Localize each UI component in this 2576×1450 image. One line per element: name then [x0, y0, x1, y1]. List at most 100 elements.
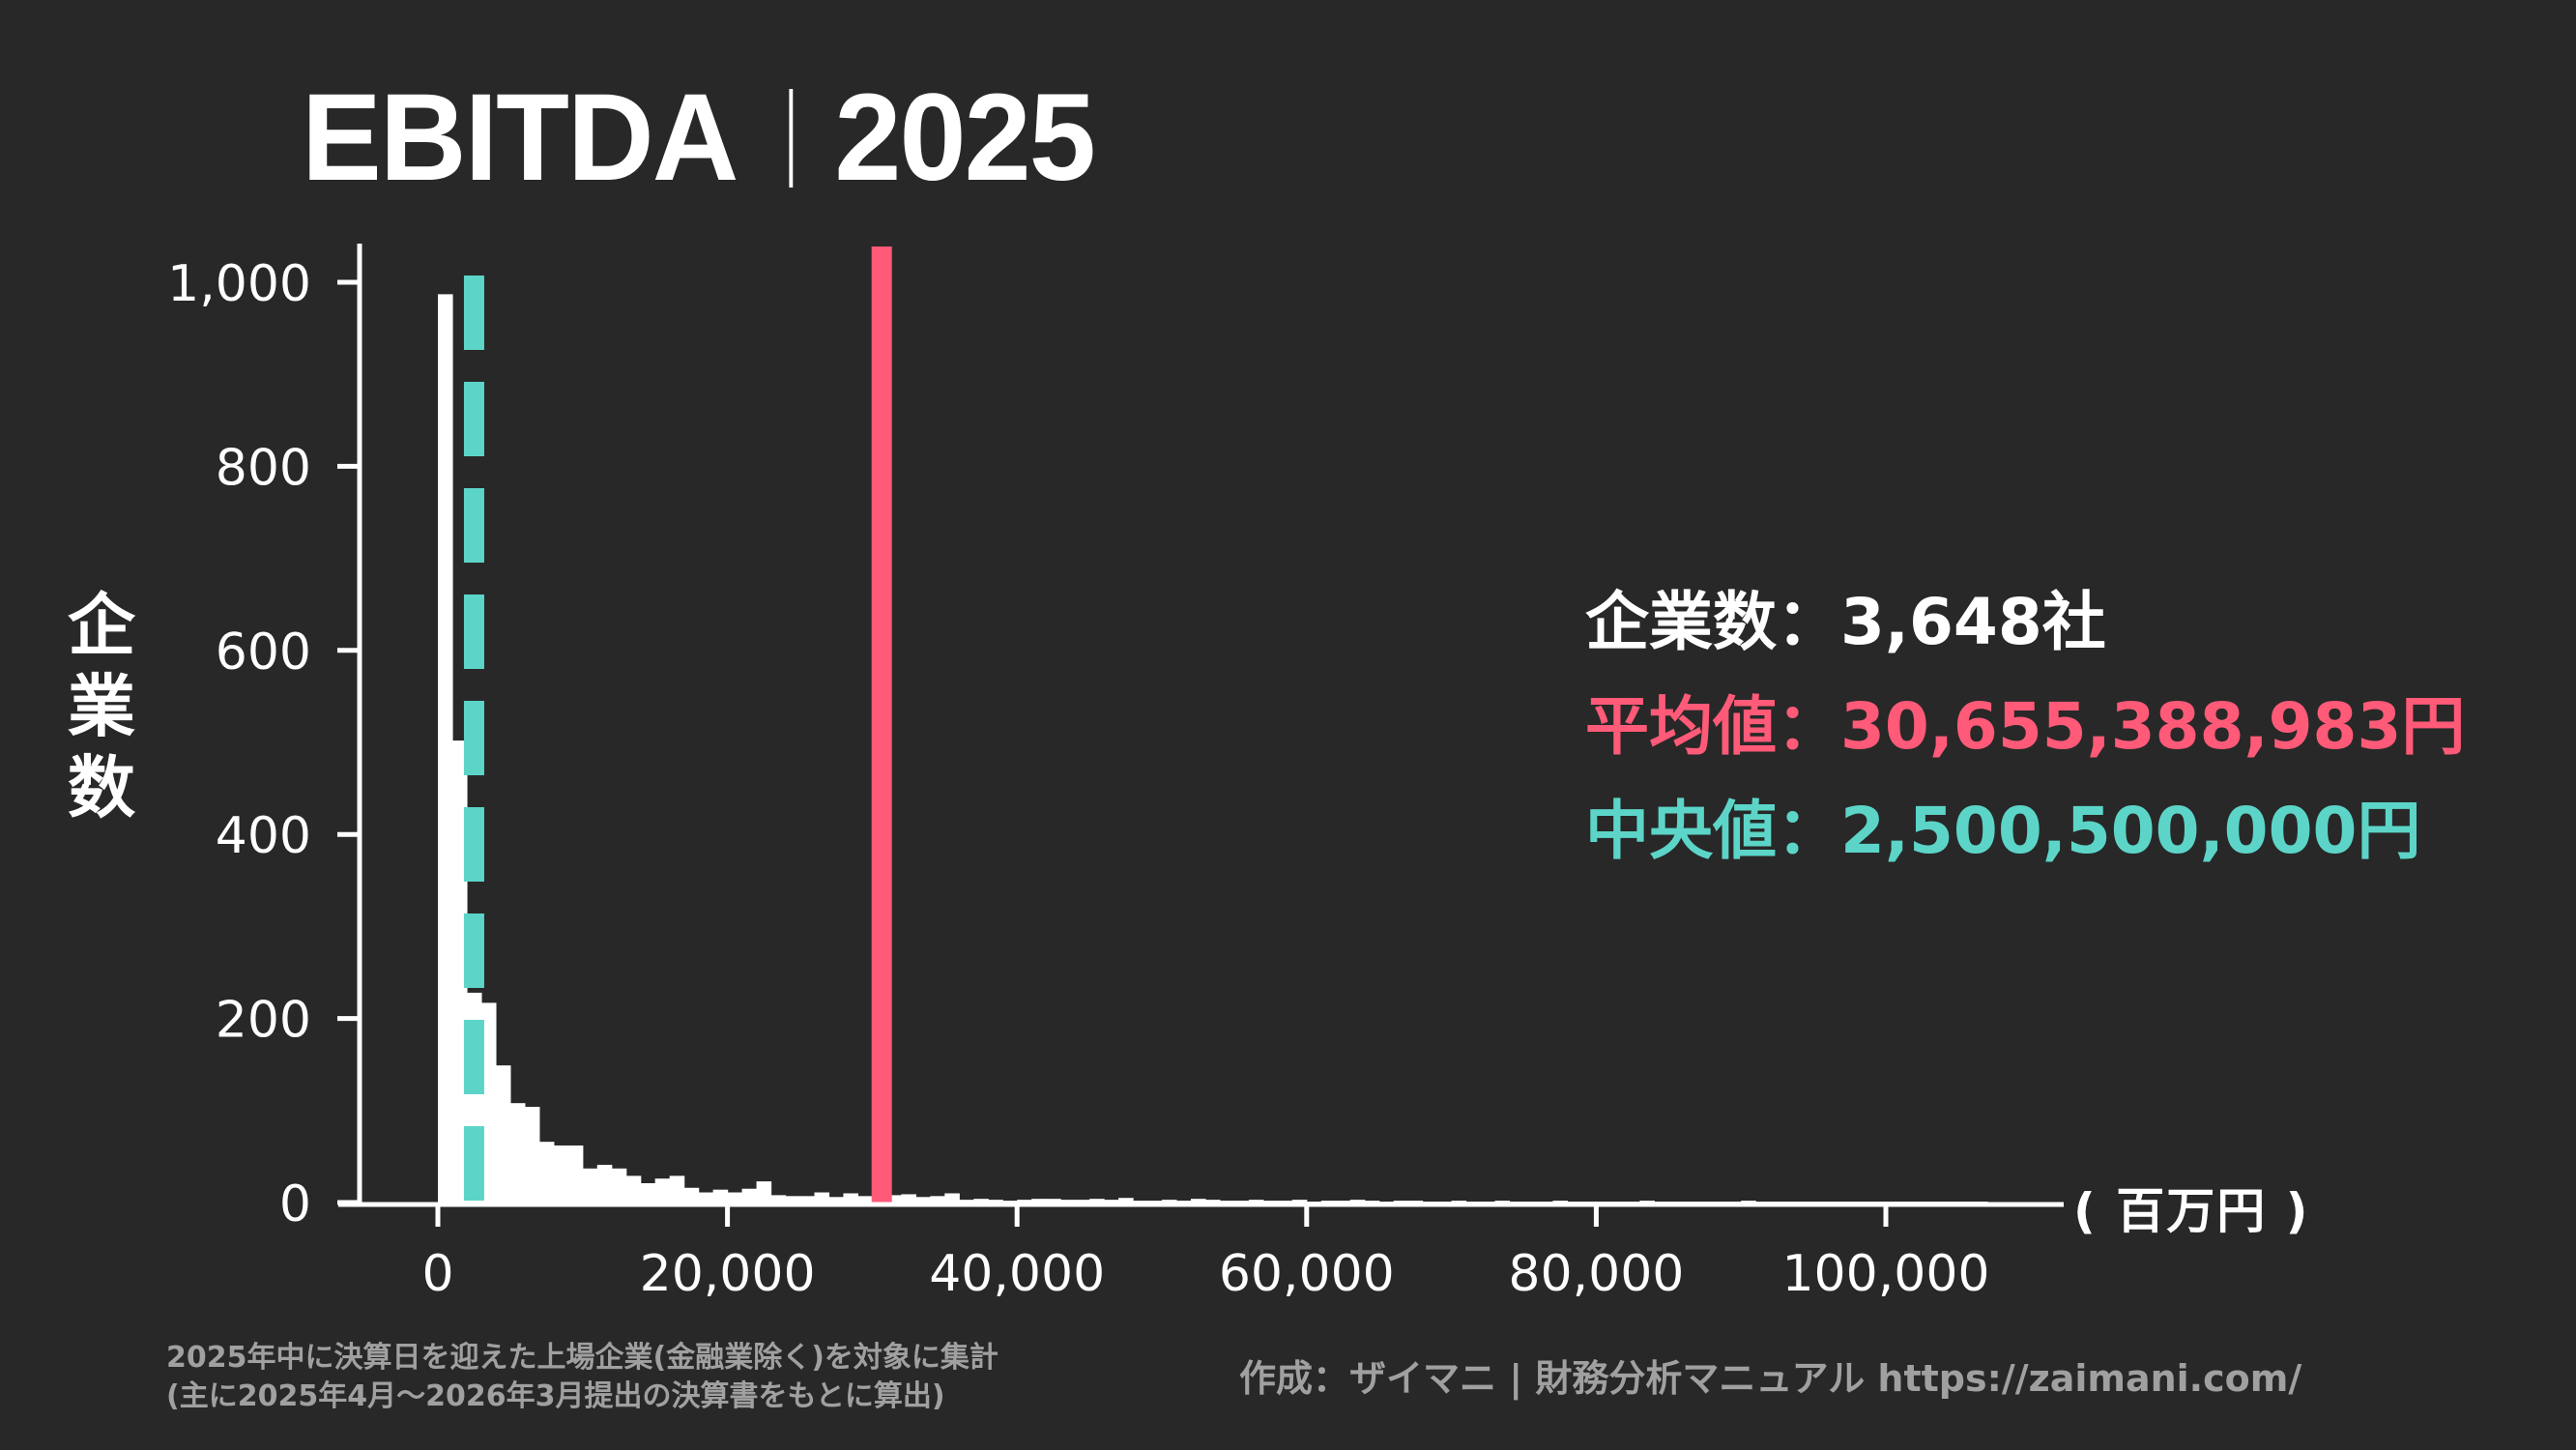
footnote: 2025年中に決算日を迎えた上場企業(金融業除く)を対象に集計 (主に2025年… — [166, 1339, 999, 1416]
footnote-line-2: (主に2025年4月～2026年3月提出の決算書をもとに算出) — [166, 1379, 945, 1413]
histogram-bar — [698, 1192, 714, 1203]
histogram-bar — [756, 1181, 772, 1203]
histogram-bar — [1320, 1201, 1337, 1203]
stat-count-label: 企業数： — [1585, 585, 1840, 659]
histogram-bar — [1364, 1201, 1380, 1203]
histogram-bar — [438, 294, 453, 1204]
histogram-bar — [1046, 1199, 1061, 1203]
y-tick-label: 200 — [216, 992, 311, 1050]
histogram-bar — [1335, 1201, 1351, 1203]
histogram-bar — [1291, 1200, 1308, 1203]
y-axis-label-char: 業 — [68, 667, 135, 746]
stat-median: 中央値：2,500,500,000円 — [1585, 779, 2465, 884]
x-tick-label: 20,000 — [640, 1245, 816, 1303]
histogram-bar — [1031, 1199, 1047, 1203]
histogram-bar — [495, 1065, 511, 1203]
x-axis-unit-label: ( 百万円 ) — [2073, 1183, 2310, 1239]
histogram-bar — [1147, 1201, 1163, 1203]
stat-median-value: 2,500,500,000円 — [1840, 794, 2421, 868]
histogram-bar — [1017, 1200, 1032, 1203]
histogram-bar — [640, 1183, 656, 1203]
histogram-bars — [438, 294, 1988, 1204]
y-tick-label: 800 — [216, 439, 311, 497]
title-year: 2025 — [834, 69, 1095, 207]
stat-mean-value: 30,655,388,983円 — [1840, 689, 2466, 764]
histogram-bar — [669, 1175, 685, 1203]
x-tick-label: 40,000 — [929, 1245, 1105, 1303]
histogram-bar — [1262, 1201, 1279, 1203]
histogram-bar — [480, 1002, 497, 1203]
histogram-bar — [944, 1193, 960, 1203]
chart-title: EBITDA 2025 — [302, 69, 1096, 207]
y-tick-label: 1,000 — [167, 255, 311, 313]
histogram-bar — [1233, 1201, 1250, 1203]
histogram-bar — [843, 1193, 859, 1203]
title-main: EBITDA — [302, 69, 738, 207]
histogram-bar — [727, 1192, 743, 1203]
x-tick-label: 100,000 — [1781, 1245, 1989, 1303]
histogram-bar — [1741, 1201, 1756, 1203]
histogram-bar — [1393, 1201, 1409, 1203]
histogram-bar — [582, 1168, 598, 1203]
histogram-bar — [1190, 1199, 1206, 1203]
y-axis-label-char: 企 — [68, 586, 135, 665]
histogram-bar — [1552, 1201, 1569, 1203]
histogram-bar — [654, 1178, 671, 1203]
stat-count: 企業数：3,648社 — [1585, 570, 2465, 675]
histogram-bar — [959, 1200, 974, 1203]
histogram-bar — [886, 1195, 902, 1203]
histogram-bar — [553, 1145, 569, 1203]
histogram-bar — [1089, 1199, 1105, 1203]
histogram-bar — [611, 1168, 627, 1203]
histogram-bar — [1104, 1200, 1119, 1203]
histogram-bar — [1002, 1201, 1018, 1203]
stat-median-label: 中央値： — [1585, 794, 1840, 868]
stat-count-value: 3,648社 — [1840, 585, 2106, 659]
histogram-bar — [901, 1194, 916, 1203]
y-tick-label: 400 — [216, 807, 311, 865]
histogram-bar — [930, 1196, 945, 1203]
histogram-bar — [683, 1187, 700, 1203]
histogram-bar — [770, 1195, 787, 1203]
histogram-bar — [1162, 1200, 1177, 1203]
histogram-bar — [509, 1103, 526, 1203]
histogram-bar — [1175, 1201, 1192, 1203]
y-tick-label: 600 — [216, 624, 311, 682]
histogram-bar — [857, 1196, 873, 1203]
footnote-line-1: 2025年中に決算日を迎えた上場企業(金融業除く)を対象に集計 — [166, 1341, 999, 1375]
histogram-bar — [625, 1175, 642, 1203]
stat-mean: 平均値：30,655,388,983円 — [1585, 675, 2465, 779]
stats-box: 企業数：3,648社 平均値：30,655,388,983円 中央値：2,500… — [1585, 570, 2465, 884]
histogram-bar — [1639, 1201, 1655, 1203]
y-axis-label: 企 業 数 — [58, 585, 145, 828]
histogram-bar — [915, 1197, 931, 1203]
title-separator — [789, 89, 794, 188]
histogram-bar — [988, 1200, 1003, 1203]
histogram-bar — [1451, 1201, 1467, 1203]
axes: 0 200 400 600 800 1,000 0 20,000 40,000 60,000 80,… — [167, 244, 2064, 1303]
histogram-bar — [1204, 1200, 1221, 1203]
y-axis-label-char: 数 — [68, 748, 135, 827]
histogram-bar — [712, 1189, 729, 1203]
histogram-bar — [451, 740, 468, 1203]
histogram-bar — [1248, 1200, 1264, 1203]
histogram-bar — [973, 1199, 989, 1203]
histogram-bar — [1060, 1200, 1076, 1203]
histogram-bar — [1407, 1201, 1424, 1203]
stat-mean-label: 平均値： — [1585, 689, 1840, 764]
histogram-bar — [741, 1188, 758, 1203]
histogram-bar — [1118, 1198, 1134, 1203]
histogram-bar — [814, 1192, 830, 1203]
histogram-bar — [785, 1196, 801, 1203]
histogram-bar — [1075, 1200, 1090, 1203]
histogram-bar — [524, 1106, 540, 1203]
histogram-bar — [1277, 1201, 1293, 1203]
histogram-bar — [1494, 1201, 1511, 1203]
y-tick-label: 0 — [279, 1175, 311, 1233]
x-tick-label: 0 — [421, 1245, 453, 1303]
histogram-bar — [1219, 1201, 1235, 1203]
histogram-bar — [828, 1197, 845, 1203]
histogram-bar — [1349, 1200, 1366, 1203]
credit: 作成：ザイマニ | 財務分析マニュアル https://zaimani.com/ — [1239, 1357, 2302, 1400]
